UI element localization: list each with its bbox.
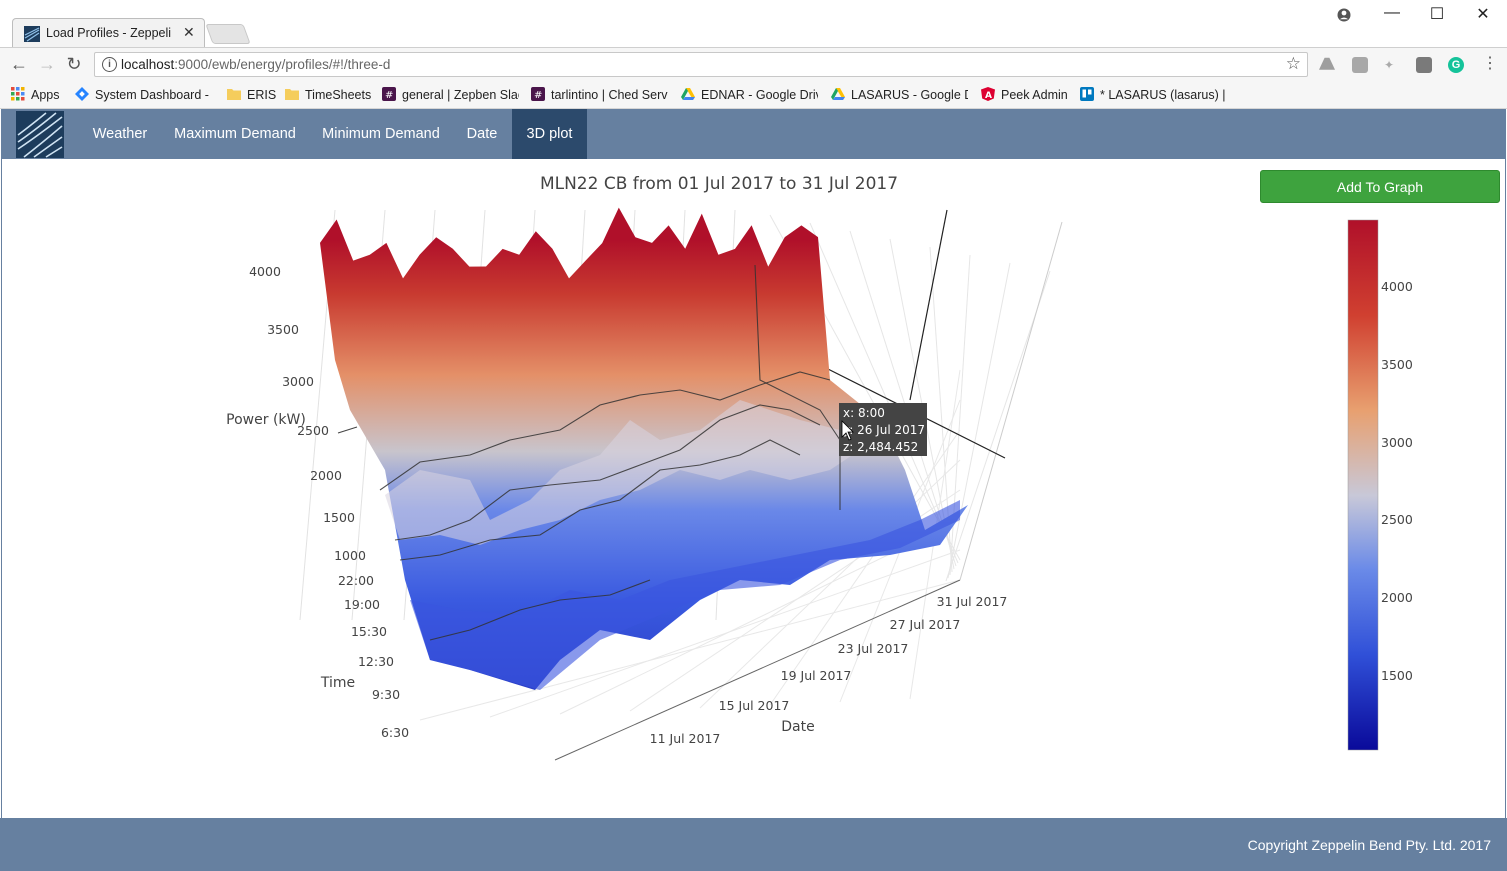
bookmark-apps[interactable]: Apps — [11, 87, 60, 105]
bookmark-timesheets[interactable]: TimeSheets — [285, 87, 371, 105]
copyright-text: Copyright Zeppelin Bend Pty. Ltd. 2017 — [1247, 837, 1491, 853]
tab-close-icon[interactable]: ✕ — [183, 24, 195, 40]
nav-date[interactable]: Date — [466, 126, 498, 142]
angular-icon: A — [981, 87, 995, 101]
maximize-icon[interactable]: ☐ — [1429, 6, 1445, 23]
bookmark-peek-admin[interactable]: A Peek Admin — [981, 87, 1068, 105]
tab-title: Load Profiles - Zeppelin B — [46, 26, 171, 40]
bookmark-system-dashboard[interactable]: System Dashboard - — [75, 87, 211, 105]
drive-extension-icon[interactable] — [1319, 57, 1335, 70]
svg-text:#: # — [385, 90, 393, 101]
apps-grid-icon — [11, 87, 25, 101]
wing-extension-icon[interactable]: ✦ — [1384, 58, 1395, 72]
bookmark-star-icon[interactable]: ☆ — [1285, 54, 1301, 73]
folder-icon — [227, 89, 241, 100]
chart-title: MLN22 CB from 01 Jul 2017 to 31 Jul 2017 — [539, 174, 899, 194]
bookmark-lasarus-drive[interactable]: LASARUS - Google D — [831, 87, 968, 105]
trello-icon — [1080, 87, 1094, 101]
nav-minimum-demand[interactable]: Minimum Demand — [322, 126, 440, 142]
nav-maximum-demand[interactable]: Maximum Demand — [174, 126, 296, 142]
profile-icon[interactable] — [1324, 4, 1364, 26]
nav-weather[interactable]: Weather — [92, 126, 148, 142]
forward-icon[interactable]: → — [38, 54, 56, 74]
footer: Copyright Zeppelin Bend Pty. Ltd. 2017 — [0, 818, 1507, 871]
chrome-menu-icon[interactable]: ⋮ — [1482, 55, 1498, 72]
browser-tab[interactable]: Load Profiles - Zeppelin B ✕ — [12, 18, 205, 47]
main-content — [1, 159, 1506, 818]
bookmark-ednar-drive[interactable]: EDNAR - Google Driv — [681, 87, 818, 105]
svg-text:A: A — [985, 91, 992, 101]
slack-icon: # — [382, 87, 396, 101]
slack-icon: # — [531, 87, 545, 101]
jira-icon — [75, 87, 89, 101]
url-text: localhost:9000/ewb/energy/profiles/#!/th… — [121, 57, 391, 72]
minimize-icon[interactable]: — — [1384, 4, 1400, 21]
close-window-icon[interactable]: ✕ — [1476, 6, 1490, 23]
pdf-extension-icon[interactable] — [1352, 57, 1368, 73]
nav-3d-plot[interactable]: 3D plot — [512, 109, 587, 159]
back-icon[interactable]: ← — [10, 54, 28, 74]
new-tab-button[interactable] — [205, 24, 251, 44]
browser-title-bar: Load Profiles - Zeppelin B ✕ — ☐ ✕ — [0, 0, 1507, 48]
google-drive-icon — [831, 88, 845, 100]
bookmark-lasarus-trello[interactable]: * LASARUS (lasarus) | — [1080, 87, 1226, 105]
browser-toolbar: ← → ↻ i localhost:9000/ewb/energy/profil… — [0, 48, 1507, 82]
info-icon[interactable]: i — [102, 57, 117, 72]
reload-icon[interactable]: ↻ — [66, 54, 82, 74]
app-navbar: Weather Maximum Demand Minimum Demand Da… — [1, 109, 1506, 159]
screen-extension-icon[interactable] — [1416, 57, 1432, 73]
add-to-graph-button[interactable]: Add To Graph — [1260, 170, 1500, 203]
folder-icon — [285, 89, 299, 100]
bookmark-eris[interactable]: ERIS — [227, 87, 276, 105]
grammarly-icon[interactable]: G — [1448, 57, 1464, 73]
bookmark-general-slack[interactable]: # general | Zepben Slac — [382, 87, 519, 105]
zeppelin-favicon-icon — [24, 26, 40, 42]
svg-text:#: # — [534, 90, 542, 101]
address-bar[interactable]: i localhost:9000/ewb/energy/profiles/#!/… — [94, 52, 1308, 77]
zeppelin-logo-icon[interactable] — [16, 111, 64, 158]
bookmark-tarlintino[interactable]: # tarlintino | Ched Serv — [531, 87, 668, 105]
bookmarks-bar: Apps System Dashboard - ERIS TimeSheets … — [0, 82, 1507, 109]
google-drive-icon — [681, 88, 695, 100]
